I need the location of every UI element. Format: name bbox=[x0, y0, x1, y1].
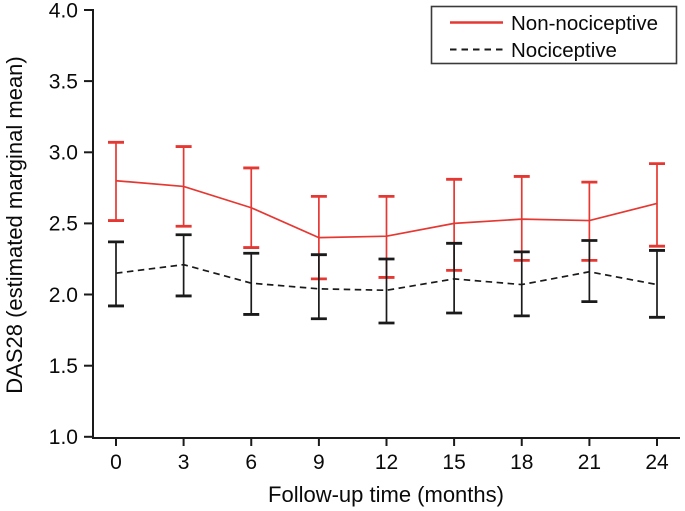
legend-box bbox=[430, 5, 678, 65]
plot-series bbox=[108, 140, 665, 325]
x-tick-label: 6 bbox=[245, 451, 257, 474]
mean-line bbox=[115, 179, 658, 239]
y-tick-label: 2.5 bbox=[49, 213, 78, 236]
series-non-nociceptive bbox=[108, 140, 665, 281]
legend: Non-nociceptive Nociceptive bbox=[430, 5, 678, 65]
x-axis: 0 3 6 9 12 15 18 21 24 bbox=[92, 437, 680, 474]
mean-line bbox=[115, 263, 658, 292]
y-tick-label: 3.5 bbox=[49, 70, 78, 93]
x-tick-label: 12 bbox=[375, 451, 398, 474]
x-tick-label: 18 bbox=[510, 451, 533, 474]
y-tick-label: 1.0 bbox=[49, 426, 78, 449]
x-tick-label: 3 bbox=[178, 451, 190, 474]
y-tick-label: 2.0 bbox=[49, 284, 78, 307]
legend-label-non-nociceptive: Non-nociceptive bbox=[511, 12, 658, 35]
y-tick-label: 4.0 bbox=[49, 0, 78, 22]
y-axis-title: DAS28 (estimated marginal mean) bbox=[2, 56, 27, 393]
x-tick-label: 9 bbox=[313, 451, 325, 474]
error-bar-caps bbox=[108, 140, 665, 281]
x-tick-label: 0 bbox=[110, 451, 122, 474]
y-axis: 4.0 3.5 3.0 2.5 2.0 1.5 1.0 bbox=[49, 0, 94, 449]
legend-label-nociceptive: Nociceptive bbox=[511, 39, 617, 62]
y-tick-label: 3.0 bbox=[49, 142, 78, 165]
x-tick-label: 15 bbox=[442, 451, 465, 474]
x-axis-title: Follow-up time (months) bbox=[268, 482, 504, 507]
series-nociceptive bbox=[108, 233, 665, 325]
y-tick-label: 1.5 bbox=[49, 355, 78, 378]
x-tick-label: 24 bbox=[645, 451, 669, 474]
error-bar-caps bbox=[108, 233, 665, 325]
x-tick-label: 21 bbox=[578, 451, 601, 474]
